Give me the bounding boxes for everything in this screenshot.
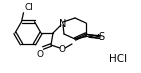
Text: N: N	[59, 19, 67, 29]
Text: O: O	[37, 50, 44, 59]
Text: Cl: Cl	[25, 3, 33, 12]
Text: HCl: HCl	[109, 54, 127, 64]
Text: O: O	[59, 45, 66, 54]
Text: S: S	[98, 32, 105, 41]
